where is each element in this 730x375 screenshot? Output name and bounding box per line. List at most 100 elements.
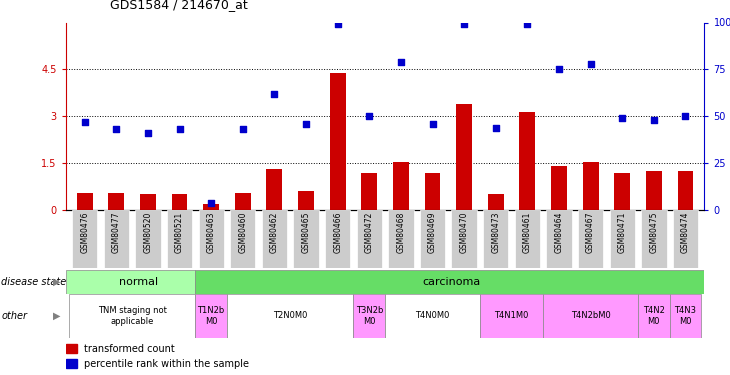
FancyBboxPatch shape <box>451 210 477 268</box>
FancyBboxPatch shape <box>66 270 196 294</box>
Point <box>364 113 375 119</box>
Bar <box>77 193 93 210</box>
FancyBboxPatch shape <box>69 294 196 338</box>
Text: TNM staging not
applicable: TNM staging not applicable <box>98 306 166 326</box>
Text: GSM80474: GSM80474 <box>681 212 690 253</box>
FancyBboxPatch shape <box>543 294 638 338</box>
Bar <box>266 170 283 210</box>
Point <box>300 121 312 127</box>
Text: GSM80469: GSM80469 <box>428 212 437 253</box>
Text: GDS1584 / 214670_at: GDS1584 / 214670_at <box>110 0 247 11</box>
Text: GSM80473: GSM80473 <box>491 212 500 253</box>
Bar <box>330 72 345 210</box>
FancyBboxPatch shape <box>610 210 635 268</box>
Point <box>585 61 596 67</box>
Point <box>332 21 344 27</box>
FancyBboxPatch shape <box>638 294 669 338</box>
Point <box>205 200 217 206</box>
Point <box>490 124 502 130</box>
Text: GSM80467: GSM80467 <box>586 212 595 253</box>
FancyBboxPatch shape <box>669 294 702 338</box>
FancyBboxPatch shape <box>135 210 161 268</box>
FancyBboxPatch shape <box>480 294 543 338</box>
Text: GSM80468: GSM80468 <box>396 212 405 253</box>
Bar <box>66 344 77 353</box>
Bar <box>583 162 599 210</box>
Point <box>553 66 565 72</box>
Point <box>174 126 185 132</box>
Bar <box>235 193 250 210</box>
FancyBboxPatch shape <box>515 210 540 268</box>
FancyBboxPatch shape <box>546 210 572 268</box>
Text: GSM80461: GSM80461 <box>523 212 532 253</box>
Text: carcinoma: carcinoma <box>423 277 480 287</box>
Text: transformed count: transformed count <box>84 344 174 354</box>
Bar <box>298 191 314 210</box>
Point <box>110 126 122 132</box>
Text: T1N2b
M0: T1N2b M0 <box>198 306 225 326</box>
Text: GSM80462: GSM80462 <box>270 212 279 253</box>
Text: GSM80465: GSM80465 <box>301 212 310 253</box>
Bar <box>456 104 472 210</box>
FancyBboxPatch shape <box>578 210 603 268</box>
FancyBboxPatch shape <box>385 294 480 338</box>
FancyBboxPatch shape <box>230 210 255 268</box>
Text: percentile rank within the sample: percentile rank within the sample <box>84 359 249 369</box>
FancyBboxPatch shape <box>353 294 385 338</box>
Text: GSM80464: GSM80464 <box>555 212 564 253</box>
Bar <box>615 172 630 210</box>
Text: GSM80476: GSM80476 <box>80 212 89 253</box>
FancyBboxPatch shape <box>167 210 192 268</box>
Text: GSM80471: GSM80471 <box>618 212 627 253</box>
Bar <box>393 162 409 210</box>
Text: other: other <box>1 311 28 321</box>
FancyBboxPatch shape <box>673 210 698 268</box>
FancyBboxPatch shape <box>196 294 227 338</box>
Text: GSM80475: GSM80475 <box>650 212 658 253</box>
Bar <box>361 172 377 210</box>
Text: T2N0M0: T2N0M0 <box>273 311 307 320</box>
Text: GSM80520: GSM80520 <box>143 212 153 253</box>
Bar <box>172 194 188 210</box>
FancyBboxPatch shape <box>388 210 413 268</box>
Text: T4N1M0: T4N1M0 <box>494 311 529 320</box>
Text: T4N2bM0: T4N2bM0 <box>571 311 610 320</box>
FancyBboxPatch shape <box>293 210 319 268</box>
Text: GSM80470: GSM80470 <box>460 212 469 253</box>
FancyBboxPatch shape <box>104 210 129 268</box>
Text: T4N2
M0: T4N2 M0 <box>643 306 665 326</box>
FancyBboxPatch shape <box>262 210 287 268</box>
Text: GSM80477: GSM80477 <box>112 212 120 253</box>
Point <box>426 121 438 127</box>
FancyBboxPatch shape <box>357 210 382 268</box>
Bar <box>108 193 124 210</box>
Point <box>269 91 280 97</box>
FancyBboxPatch shape <box>199 210 224 268</box>
FancyBboxPatch shape <box>641 210 666 268</box>
Text: GSM80466: GSM80466 <box>333 212 342 253</box>
Point <box>616 115 628 121</box>
FancyBboxPatch shape <box>227 294 353 338</box>
Bar <box>140 194 155 210</box>
Bar <box>646 171 662 210</box>
Text: T4N3
M0: T4N3 M0 <box>675 306 696 326</box>
FancyBboxPatch shape <box>483 210 508 268</box>
Text: GSM80460: GSM80460 <box>238 212 247 253</box>
Bar <box>677 171 694 210</box>
Bar <box>425 172 440 210</box>
FancyBboxPatch shape <box>196 270 704 294</box>
Point <box>395 59 407 65</box>
Text: ▶: ▶ <box>53 311 60 321</box>
Bar <box>551 166 567 210</box>
Text: T4N0M0: T4N0M0 <box>415 311 450 320</box>
FancyBboxPatch shape <box>72 210 97 268</box>
Point <box>237 126 249 132</box>
Point <box>458 21 470 27</box>
Point <box>648 117 660 123</box>
Text: disease state: disease state <box>1 277 66 287</box>
Bar <box>66 359 77 368</box>
FancyBboxPatch shape <box>420 210 445 268</box>
Text: GSM80463: GSM80463 <box>207 212 215 253</box>
Point <box>79 119 91 125</box>
Text: ▶: ▶ <box>53 277 60 287</box>
